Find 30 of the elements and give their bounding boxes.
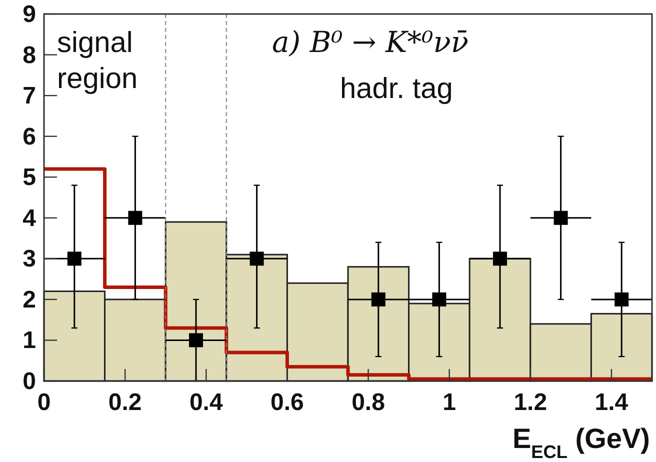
annotation: signal region	[57, 27, 138, 95]
y-tick-label: 0	[22, 368, 36, 395]
point	[189, 333, 203, 348]
point	[128, 210, 142, 225]
x-tick-label: 1.2	[514, 389, 548, 416]
x-tick-label: 0.8	[352, 389, 385, 416]
y-tick-label: 5	[22, 164, 36, 192]
y-tick-label: 4	[22, 204, 37, 232]
annotation: hadr. tag	[340, 73, 453, 105]
y-tick-label: 2	[22, 286, 36, 314]
y-tick-label: 9	[22, 1, 36, 28]
point	[554, 210, 568, 225]
x-tick-label: 0.4	[189, 389, 224, 416]
x-tick-label: 1.4	[594, 389, 629, 416]
y-tick-label: 8	[22, 42, 36, 69]
point	[432, 292, 446, 306]
x-tick-label: 0.6	[270, 389, 304, 416]
annotation: a) B⁰ → K*⁰νν̄	[272, 25, 469, 59]
y-tick-label: 7	[22, 82, 36, 110]
point	[614, 292, 629, 306]
x-tick-label: 1	[442, 389, 456, 416]
y-tick-label: 6	[22, 123, 36, 150]
x-axis-title: E$_{ECL}$ (GeV)	[512, 423, 650, 462]
point	[67, 252, 82, 266]
x-tick-label: 0.2	[108, 389, 142, 416]
point	[250, 252, 264, 266]
point	[371, 292, 386, 306]
point	[493, 252, 507, 266]
y-tick-label: 1	[22, 327, 36, 354]
y-tick-label: 3	[22, 246, 36, 273]
